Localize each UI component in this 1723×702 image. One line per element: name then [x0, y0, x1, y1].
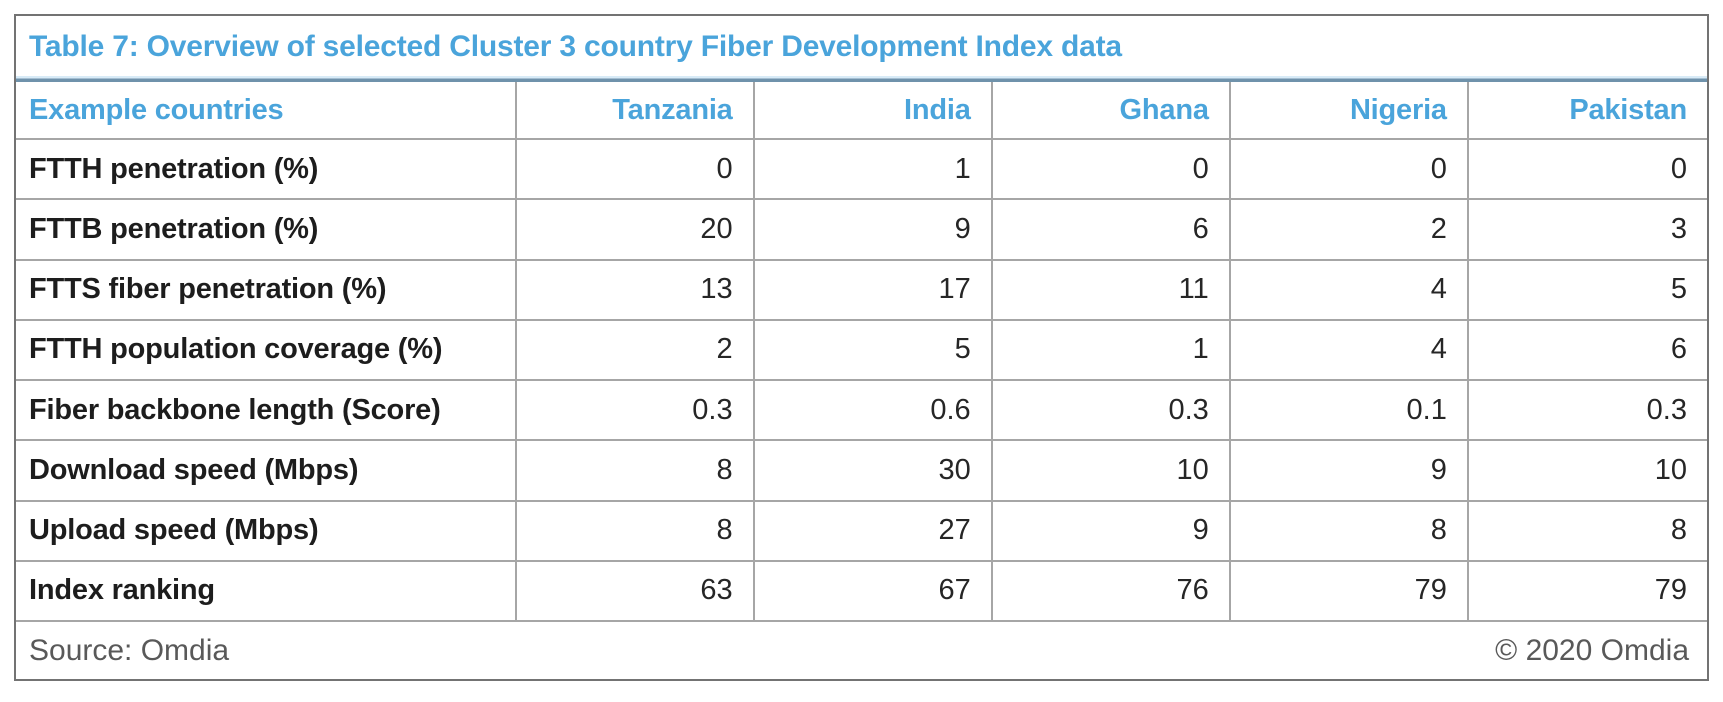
row-label: FTTH population coverage (%)	[16, 320, 517, 381]
row-label: Fiber backbone length (Score)	[16, 381, 517, 442]
value-cell: 30	[754, 441, 993, 502]
value-cell: 3	[1468, 200, 1707, 261]
value-cell: 4	[1230, 320, 1469, 381]
value-cell: 10	[992, 441, 1231, 502]
value-cell: 8	[516, 441, 755, 502]
value-cell: 5	[754, 320, 993, 381]
row-label: Upload speed (Mbps)	[16, 501, 517, 562]
header-example-countries: Example countries	[16, 82, 517, 140]
table-title: Table 7: Overview of selected Cluster 3 …	[29, 30, 1122, 63]
copyright-note: © 2020 Omdia	[1495, 633, 1689, 667]
value-cell: 76	[992, 561, 1231, 622]
value-cell: 5	[1468, 261, 1707, 321]
header-country-nigeria: Nigeria	[1230, 82, 1469, 140]
row-label: FTTH penetration (%)	[16, 140, 517, 201]
value-cell: 11	[992, 260, 1231, 321]
value-cell: 8	[516, 501, 755, 562]
value-cell: 2	[1230, 200, 1469, 261]
value-cell: 0	[1468, 140, 1707, 201]
value-cell: 17	[754, 260, 993, 321]
table-row: Fiber backbone length (Score) 0.3 0.6 0.3 0.…	[16, 381, 1707, 442]
value-cell: 9	[754, 200, 993, 261]
value-cell: 10	[1468, 441, 1707, 502]
value-cell: 8	[1468, 502, 1707, 562]
value-cell: 0.6	[754, 381, 993, 442]
table-row: Index ranking 63 67 76 79 79	[16, 561, 1707, 622]
table-footer: Source: Omdia © 2020 Omdia	[16, 634, 1707, 668]
value-cell: 9	[1230, 441, 1469, 502]
table-row: Download speed (Mbps) 8 30 10 9 10	[16, 441, 1707, 502]
table-row: FTTH penetration (%) 0 1 0 0 0	[16, 140, 1707, 201]
table-footer-row: Source: Omdia © 2020 Omdia	[16, 622, 1707, 679]
title-divider-bar	[16, 76, 1707, 82]
value-cell: 79	[1468, 562, 1707, 622]
row-label: Index ranking	[16, 561, 517, 622]
value-cell: 63	[516, 561, 755, 622]
value-cell: 1	[992, 320, 1231, 381]
value-cell: 6	[992, 200, 1231, 261]
table-header-row: Example countries Tanzania India Ghana Niger…	[16, 82, 1707, 140]
value-cell: 0.3	[1468, 381, 1707, 442]
table-row: FTTB penetration (%) 20 9 6 2 3	[16, 200, 1707, 261]
fiber-development-index-table: Table 7: Overview of selected Cluster 3 …	[14, 14, 1709, 681]
header-country-ghana: Ghana	[992, 82, 1231, 140]
row-label: Download speed (Mbps)	[16, 441, 517, 502]
header-country-tanzania: Tanzania	[516, 82, 755, 140]
value-cell: 79	[1230, 561, 1469, 622]
value-cell: 4	[1230, 260, 1469, 321]
value-cell: 1	[754, 140, 993, 201]
title-divider	[16, 76, 1707, 82]
value-cell: 13	[516, 260, 755, 321]
value-cell: 0	[516, 140, 755, 201]
table-row: Upload speed (Mbps) 8 27 9 8 8	[16, 501, 1707, 562]
header-country-india: India	[754, 82, 993, 140]
table-title-row: Table 7: Overview of selected Cluster 3 …	[16, 16, 1707, 76]
source-note: Source: Omdia	[29, 633, 230, 667]
table-row: FTTS fiber penetration (%) 13 17 11 4 5	[16, 260, 1707, 321]
table-body: FTTH penetration (%) 0 1 0 0 0 FTTB penetratio…	[16, 140, 1707, 622]
value-cell: 0.3	[992, 381, 1231, 442]
value-cell: 0	[1230, 140, 1469, 201]
value-cell: 2	[516, 320, 755, 381]
value-cell: 0	[992, 140, 1231, 201]
value-cell: 0.3	[516, 381, 755, 442]
value-cell: 0.1	[1230, 381, 1469, 442]
value-cell: 9	[992, 501, 1231, 562]
value-cell: 67	[754, 561, 993, 622]
row-label: FTTB penetration (%)	[16, 200, 517, 261]
value-cell: 6	[1468, 321, 1707, 381]
value-cell: 20	[516, 200, 755, 261]
table-row: FTTH population coverage (%) 2 5 1 4 6	[16, 320, 1707, 381]
header-country-pakistan: Pakistan	[1468, 82, 1707, 140]
table-footer-cell: Source: Omdia © 2020 Omdia	[16, 622, 1707, 679]
value-cell: 8	[1230, 501, 1469, 562]
value-cell: 27	[754, 501, 993, 562]
row-label: FTTS fiber penetration (%)	[16, 260, 517, 321]
